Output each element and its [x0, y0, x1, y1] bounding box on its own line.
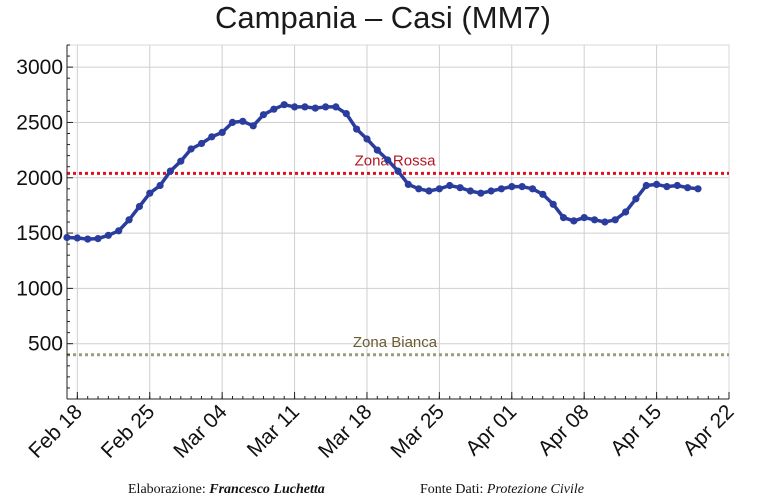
credit-author: Francesco Luchetta	[209, 482, 325, 497]
data-point	[187, 145, 195, 153]
data-point	[673, 181, 681, 190]
data-point	[508, 183, 516, 191]
data-point	[570, 217, 578, 225]
data-point	[63, 233, 71, 242]
data-point	[404, 180, 412, 188]
data-point	[84, 235, 92, 243]
data-point	[146, 189, 154, 197]
data-point	[590, 216, 599, 224]
data-point	[466, 187, 474, 195]
data-point	[487, 187, 495, 195]
data-point	[653, 180, 661, 188]
data-point	[311, 104, 319, 112]
data-point	[601, 218, 609, 226]
y-tick-label: 500	[28, 333, 63, 356]
credit-fonte-value: Protezione Civile	[486, 482, 584, 497]
x-tick-label: Apr 22	[679, 400, 739, 460]
x-tick-label: Apr 15	[606, 400, 666, 460]
y-tick-label: 1500	[16, 222, 63, 245]
credit-elaborazione-label: Elaborazione:	[128, 482, 206, 497]
data-point	[135, 202, 143, 211]
data-point	[291, 103, 299, 111]
axes	[66, 44, 730, 400]
data-point	[694, 185, 702, 193]
data-point	[363, 135, 371, 143]
data-point	[177, 157, 185, 165]
data-point	[642, 181, 650, 190]
data-point	[73, 234, 81, 242]
data-point	[332, 103, 340, 111]
data-point	[239, 117, 247, 125]
data-point	[228, 118, 237, 126]
data-point	[415, 185, 423, 193]
data-point	[446, 181, 454, 190]
x-tick-label: Mar 11	[243, 400, 304, 461]
data-point	[166, 167, 174, 175]
data-point	[373, 146, 381, 154]
x-tick-label: Mar 18	[314, 400, 376, 462]
y-tick-label: 2000	[16, 167, 63, 190]
x-tick-label: Apr 08	[534, 400, 594, 460]
reference-lines: Zona Rossa Zona Bianca	[67, 152, 729, 357]
data-point	[539, 190, 547, 198]
data-point	[518, 183, 526, 191]
credit-elaborazione: Elaborazione: Francesco Luchetta	[128, 482, 325, 498]
data-point	[249, 122, 257, 130]
data-point	[528, 185, 537, 193]
data-point	[322, 103, 330, 111]
data-point	[384, 156, 392, 164]
data-point	[218, 128, 226, 136]
tick-labels: 500 1000 1500 2000 2500 3000 Feb 18 Feb 25 Mar 0…	[16, 56, 738, 463]
reference-line-label: Zona Bianca	[353, 334, 438, 351]
x-tick-label: Mar 25	[386, 400, 448, 462]
data-point	[125, 216, 133, 224]
data-point	[549, 200, 557, 208]
data-point	[559, 214, 568, 222]
y-tick-label: 2500	[16, 111, 63, 134]
data-point	[611, 216, 619, 224]
data-point	[94, 235, 102, 243]
data-point	[115, 227, 123, 235]
data-point	[301, 103, 309, 111]
x-tick-label: Feb 25	[97, 400, 160, 463]
series-casi	[63, 101, 702, 243]
credit-fonte-label: Fonte Dati:	[420, 482, 484, 497]
credit-fonte: Fonte Dati: Protezione Civile	[420, 482, 584, 498]
data-point	[435, 185, 443, 193]
x-tick-label: Mar 04	[169, 400, 232, 463]
data-point	[197, 139, 206, 148]
data-point	[259, 111, 268, 119]
data-point	[477, 189, 485, 197]
data-point	[684, 184, 692, 192]
x-tick-label: Apr 01	[461, 400, 521, 460]
data-point	[104, 231, 112, 239]
data-point	[353, 125, 361, 133]
data-point	[632, 195, 640, 203]
x-tick-label: Feb 18	[24, 400, 87, 463]
data-point	[394, 167, 402, 175]
reference-line-label: Zona Rossa	[355, 152, 437, 169]
data-point	[270, 105, 278, 113]
data-point	[425, 187, 433, 195]
data-point	[622, 208, 630, 216]
grid	[66, 44, 730, 400]
y-tick-label: 3000	[16, 56, 63, 79]
data-point	[280, 101, 288, 109]
data-point	[208, 133, 216, 141]
data-point	[497, 185, 505, 193]
data-point	[456, 184, 464, 192]
data-point	[342, 110, 350, 118]
y-tick-label: 1000	[16, 277, 63, 300]
data-point	[663, 183, 671, 191]
data-point	[580, 214, 588, 222]
chart-title: Campania – Casi (MM7)	[215, 0, 551, 35]
data-point	[156, 181, 164, 190]
